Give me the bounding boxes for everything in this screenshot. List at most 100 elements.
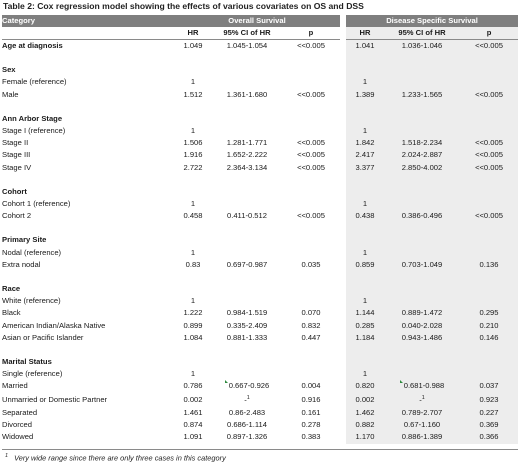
os-ci-cell: 1.045-1.054: [212, 40, 282, 53]
row-label: Stage III: [2, 150, 31, 160]
ds-p-cell: <<0.005: [460, 149, 519, 162]
header-category: Category: [2, 15, 174, 27]
ds-p-cell: [460, 197, 519, 211]
os-ci-value: 1.652-2.222: [226, 150, 268, 160]
os-hr-cell: 1: [190, 198, 196, 208]
ds-hr-cell: 1.041: [346, 39, 384, 53]
table-row: Single (reference) 1 1: [2, 368, 519, 381]
os-ci-value: 2.364-3.134: [226, 162, 268, 172]
ds-ci-cell: -1: [384, 392, 460, 408]
row-label: Separated: [2, 408, 38, 418]
os-p-cell: <<0.005: [297, 162, 325, 172]
os-hr-cell: 1.916: [183, 150, 203, 160]
os-p-cell: 0.004: [301, 381, 321, 391]
table-row: Black 1.222 0.984-1.519 0.070 1.144 0.889-1.4…: [2, 307, 519, 320]
table-row: Cohort 1 (reference) 1 1: [2, 197, 519, 211]
ds-hr-cell: 0.002: [346, 392, 384, 408]
spacer-row: [2, 343, 519, 356]
ds-hr-cell: 1.389: [346, 88, 384, 101]
os-hr-cell: 2.722: [183, 162, 203, 172]
ds-p-cell: 0.037: [460, 380, 519, 393]
ds-hr-cell: 0.859: [346, 258, 384, 271]
os-hr-cell: 0.002: [183, 394, 203, 404]
os-p-cell: [282, 198, 340, 210]
ds-ci-cell: [384, 76, 460, 89]
os-ci-cell: 0.667-0.926: [212, 380, 282, 392]
table-row: Cohort 2 0.458 0.411-0.512 <<0.005 0.438 0.38…: [2, 210, 519, 223]
ds-ci-value: 1.233-1.565: [401, 89, 443, 99]
ds-p-cell: 0.227: [460, 407, 519, 420]
ds-ci-cell: [384, 246, 460, 259]
ds-p-cell: <<0.005: [460, 88, 519, 101]
ds-ci-cell: 0.040-2.028: [384, 319, 460, 332]
row-label: Black: [2, 308, 21, 318]
ds-hr-cell: 1.144: [346, 307, 384, 320]
row-label: Stage II: [2, 138, 29, 148]
os-hr-cell: 0.899: [183, 320, 203, 330]
row-label: Male: [2, 89, 19, 99]
table-row: Divorced 0.874 0.686-1.114 0.278 0.882 0.67-1…: [2, 419, 519, 432]
cell-marker-icon: [224, 380, 228, 384]
ds-ci-cell: [384, 125, 460, 138]
os-p-cell: 0.161: [301, 408, 321, 418]
spacer-row: [2, 222, 519, 235]
ds-p-cell: 0.136: [460, 258, 519, 271]
os-p-cell: <<0.005: [297, 138, 325, 148]
row-label: Stage IV: [2, 162, 32, 172]
os-ci-value: 0.686-1.114: [227, 420, 267, 430]
table-row: Male 1.512 1.361-1.680 <<0.005 1.389 1.233-1.…: [2, 88, 519, 101]
ds-ci-cell: 1.036-1.046: [384, 39, 460, 53]
row-label: Age at diagnosis: [2, 41, 63, 50]
os-p-cell: 0.832: [301, 320, 321, 330]
ds-ci-cell: 0.943-1.486: [384, 331, 460, 344]
ds-hr-cell: 1: [346, 125, 384, 138]
os-p-cell: [282, 125, 340, 137]
header-os-p: p: [282, 27, 340, 40]
header-row-groups: Category Overall Survival Disease Specif…: [2, 15, 519, 27]
os-p-cell: [282, 76, 340, 88]
table-row: American Indian/Alaska Native 0.899 0.335-…: [2, 319, 519, 332]
ds-p-cell: [460, 76, 519, 89]
group-row: Race: [2, 283, 519, 296]
header-row-columns: HR 95% CI of HR p HR 95% CI of HR p: [2, 27, 519, 40]
row-label: White (reference): [2, 296, 61, 306]
ds-ci-cell: 0.886-1.389: [384, 431, 460, 444]
os-hr-cell: 1.222: [183, 308, 203, 318]
cell-marker-icon: [399, 380, 403, 384]
row-label: Stage I (reference): [2, 126, 66, 136]
os-ci-value: 0.697-0.987: [226, 259, 268, 269]
os-ci-cell: [212, 198, 282, 210]
os-ci-value: 0.984-1.519: [226, 308, 268, 318]
os-p-cell: 0.383: [301, 432, 321, 442]
group-row: Cohort: [2, 185, 519, 198]
os-hr-cell: 1.091: [183, 432, 203, 442]
os-ci-value: 0.411-0.512: [227, 211, 267, 221]
row-label: Married: [2, 381, 28, 391]
os-ci-value: 1.281-1.771: [226, 138, 268, 148]
os-ci-cell: 0.411-0.512: [212, 210, 282, 222]
os-ci-cell: 0.897-1.326: [212, 431, 282, 443]
ds-ci-value: 1.036-1.046: [401, 41, 443, 50]
ds-p-cell: <<0.005: [460, 161, 519, 174]
os-p-cell: <<0.005: [297, 89, 325, 99]
ds-ci-value: 0.703-1.049: [401, 259, 443, 269]
os-ci-cell: [212, 247, 282, 259]
os-ci-cell: [212, 295, 282, 307]
ds-hr-cell: 1: [346, 76, 384, 89]
os-p-cell: [282, 247, 340, 259]
ds-hr-cell: 1.842: [346, 137, 384, 150]
table-row: Stage I (reference) 1 1: [2, 125, 519, 138]
os-p-cell: 0.070: [301, 308, 321, 318]
table-row: Married 0.786 0.667-0.926 0.004 0.820 0.681-0…: [2, 380, 519, 393]
os-hr-cell: 1.049: [183, 41, 203, 50]
table-row: Stage III 1.916 1.652-2.222 <<0.005 2.417 2.0…: [2, 149, 519, 162]
group-label: Marital Status: [2, 356, 52, 366]
ds-ci-value: 0.386-0.496: [401, 211, 443, 221]
os-ci-cell: 1.652-2.222: [212, 149, 282, 161]
ds-ci-value: 0.681-0.988: [403, 381, 445, 391]
ds-hr-cell: 1.462: [346, 407, 384, 420]
ds-ci-cell: [384, 197, 460, 211]
ds-p-cell: 0.295: [460, 307, 519, 320]
ds-p-cell: [460, 246, 519, 259]
